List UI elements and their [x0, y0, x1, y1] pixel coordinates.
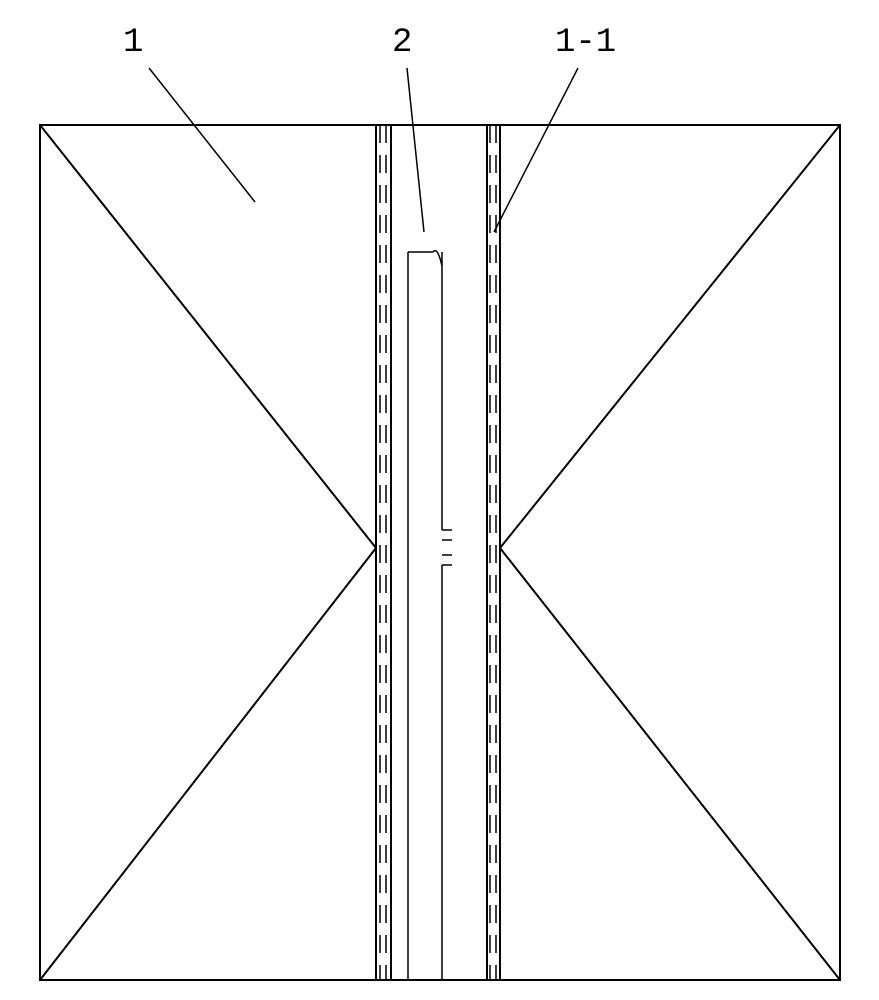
label-2: 2	[392, 24, 412, 62]
diagram-svg	[0, 0, 879, 1000]
label-1: 1	[123, 24, 143, 62]
label-1-1: 1-1	[555, 24, 616, 62]
diagram-canvas: 1 2 1-1	[0, 0, 879, 1000]
